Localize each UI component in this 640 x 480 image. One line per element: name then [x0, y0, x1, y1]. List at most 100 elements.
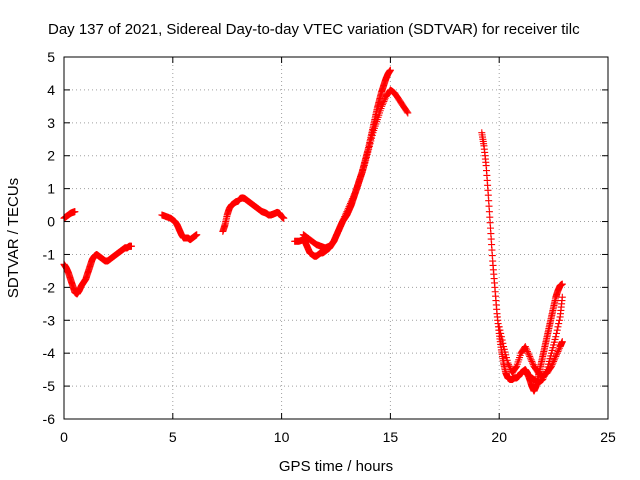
data-point-trail	[555, 346, 563, 354]
y-tick-label: 3	[47, 115, 55, 131]
data-point	[127, 242, 135, 250]
data-point-trail	[550, 356, 558, 364]
x-tick-label: 10	[274, 429, 290, 445]
data-point-trail	[499, 339, 507, 347]
data-point-trail	[540, 372, 548, 380]
data-point-trail	[336, 222, 344, 230]
y-tick-label: -2	[43, 279, 56, 295]
y-tick-label: 2	[47, 148, 55, 164]
data-point-trail	[331, 236, 339, 244]
data-point-trail	[336, 224, 344, 232]
data-point-trail	[348, 196, 356, 204]
y-tick-label: 5	[47, 49, 55, 65]
data-point	[343, 208, 351, 216]
data-point-trail	[338, 219, 346, 227]
y-axis-ticks: -6 -5 -4 -3 -2 -1 0 1 2 3 4 5	[43, 49, 608, 427]
data-point-trail	[553, 351, 561, 359]
data-point-trail	[342, 209, 350, 217]
x-tick-label: 20	[491, 429, 507, 445]
data-point	[558, 280, 566, 288]
data-point	[378, 102, 386, 110]
data-point	[404, 109, 412, 117]
data-point-trail	[333, 229, 341, 237]
data-point-trail	[497, 333, 505, 341]
data-point	[558, 338, 566, 346]
data-point	[504, 359, 512, 367]
y-tick-label: -3	[43, 312, 56, 328]
grid-lines	[64, 57, 608, 419]
data-point-trail	[527, 356, 535, 364]
data-point-trail	[380, 97, 388, 105]
y-tick-label: 4	[47, 82, 55, 98]
data-point-trail	[333, 231, 341, 239]
chart-title: Day 137 of 2021, Sidereal Day-to-day VTE…	[48, 21, 580, 38]
data-point	[347, 198, 355, 206]
data-point-trail	[542, 367, 550, 375]
x-axis-label: GPS time / hours	[279, 458, 393, 475]
data-point-trail	[497, 329, 505, 337]
data-point	[280, 214, 288, 222]
data-points	[60, 66, 566, 395]
data-point-trail	[340, 214, 348, 222]
data-point-trail	[555, 320, 563, 328]
data-point-trail	[344, 206, 352, 214]
data-point-trail	[332, 232, 340, 240]
plot-frame	[63, 56, 609, 420]
data-point-trail	[555, 316, 563, 324]
data-point	[193, 231, 201, 239]
data-point-trail	[349, 195, 357, 203]
data-point-trail	[341, 213, 349, 221]
data-point	[330, 237, 338, 245]
data-point-trail	[553, 329, 561, 337]
data-point-trail	[523, 348, 531, 356]
y-tick-label: -6	[43, 411, 56, 427]
y-axis-label: SDTVAR / TECUs	[5, 178, 22, 298]
data-point-trail	[346, 201, 354, 209]
data-point-trail	[529, 359, 537, 367]
data-point-trail	[549, 359, 557, 367]
y-tick-label: -1	[43, 246, 56, 262]
data-point-trail	[526, 354, 534, 362]
data-point	[558, 293, 566, 301]
data-point-trail	[498, 336, 506, 344]
data-point-trail	[349, 193, 357, 201]
data-point-trail	[553, 326, 561, 334]
data-point-trail	[496, 326, 504, 334]
data-point-trail	[512, 363, 520, 371]
data-point-trail	[379, 99, 387, 107]
data-point	[71, 208, 79, 216]
data-point-trail	[339, 216, 347, 224]
x-tick-label: 25	[600, 429, 616, 445]
data-point-trail	[381, 96, 389, 104]
x-tick-label: 0	[60, 429, 68, 445]
data-point-trail	[524, 349, 532, 357]
data-point-trail	[554, 323, 562, 331]
data-point-trail	[331, 234, 339, 242]
y-tick-label: 1	[47, 181, 55, 197]
data-point-trail	[344, 204, 352, 212]
data-point-trail	[341, 211, 349, 219]
x-tick-label: 15	[383, 429, 399, 445]
data-point-trail	[522, 344, 530, 352]
y-tick-label: 0	[47, 214, 55, 230]
data-point-trail	[525, 351, 533, 359]
data-point	[526, 352, 534, 360]
data-point-trail	[541, 371, 549, 379]
data-point-trail	[539, 374, 547, 382]
data-point-trail	[345, 203, 353, 211]
data-point-trail	[542, 369, 550, 377]
data-point	[386, 66, 394, 74]
data-point-trail	[523, 346, 531, 354]
data-point-trail	[347, 199, 355, 207]
data-point-trail	[554, 348, 562, 356]
y-tick-label: -5	[43, 378, 56, 394]
x-tick-label: 5	[169, 429, 177, 445]
y-tick-label: -4	[43, 345, 56, 361]
data-point-trail	[378, 101, 386, 109]
data-point	[552, 333, 560, 341]
data-point-trail	[350, 191, 358, 199]
data-point	[521, 343, 529, 351]
data-point-trail	[351, 190, 359, 198]
data-point	[339, 218, 347, 226]
